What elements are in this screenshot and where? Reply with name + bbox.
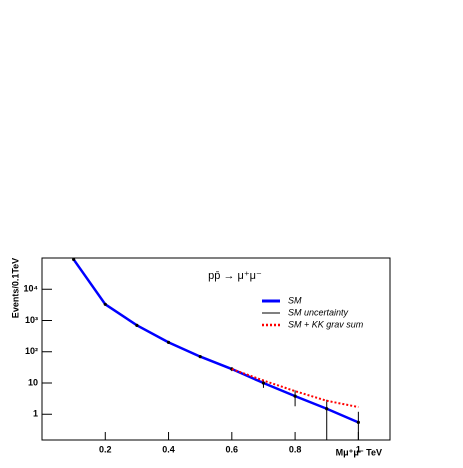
plot-area — [72, 258, 360, 440]
data-point — [135, 323, 139, 327]
y-tick-label: 10³ — [25, 315, 38, 325]
frame — [41, 257, 391, 441]
x-axis-label: Mμ⁺μ⁻ TeV — [336, 447, 382, 457]
legend-label: SM — [288, 295, 302, 305]
x-tick-label: 0.2 — [99, 444, 112, 454]
y-tick-label: 10 — [28, 377, 38, 387]
data-point — [166, 340, 171, 344]
y-tick-label: 1 — [33, 409, 38, 419]
data-point — [356, 420, 360, 424]
legend-label: SM uncertainty — [288, 307, 349, 317]
y-axis-label: Events/0.1TeV — [10, 258, 20, 318]
data-point — [72, 258, 76, 262]
x-tick-label: 0.6 — [226, 444, 239, 454]
x-tick-label: 1 — [356, 444, 361, 454]
data-point — [103, 302, 107, 306]
annotation: pp̄ → μ⁺μ⁻ — [208, 270, 262, 282]
data-point — [198, 354, 202, 359]
x-tick-label: 0.4 — [162, 444, 175, 454]
series-line — [72, 258, 359, 424]
data-point — [261, 381, 266, 385]
y-tick-label: 10² — [25, 346, 38, 356]
x-tick-label: 0.8 — [289, 444, 302, 454]
legend-label: SM + KK grav sum — [288, 319, 364, 329]
data-point — [325, 407, 329, 411]
y-tick-label: 10⁴ — [24, 284, 38, 294]
data-point — [293, 394, 297, 398]
